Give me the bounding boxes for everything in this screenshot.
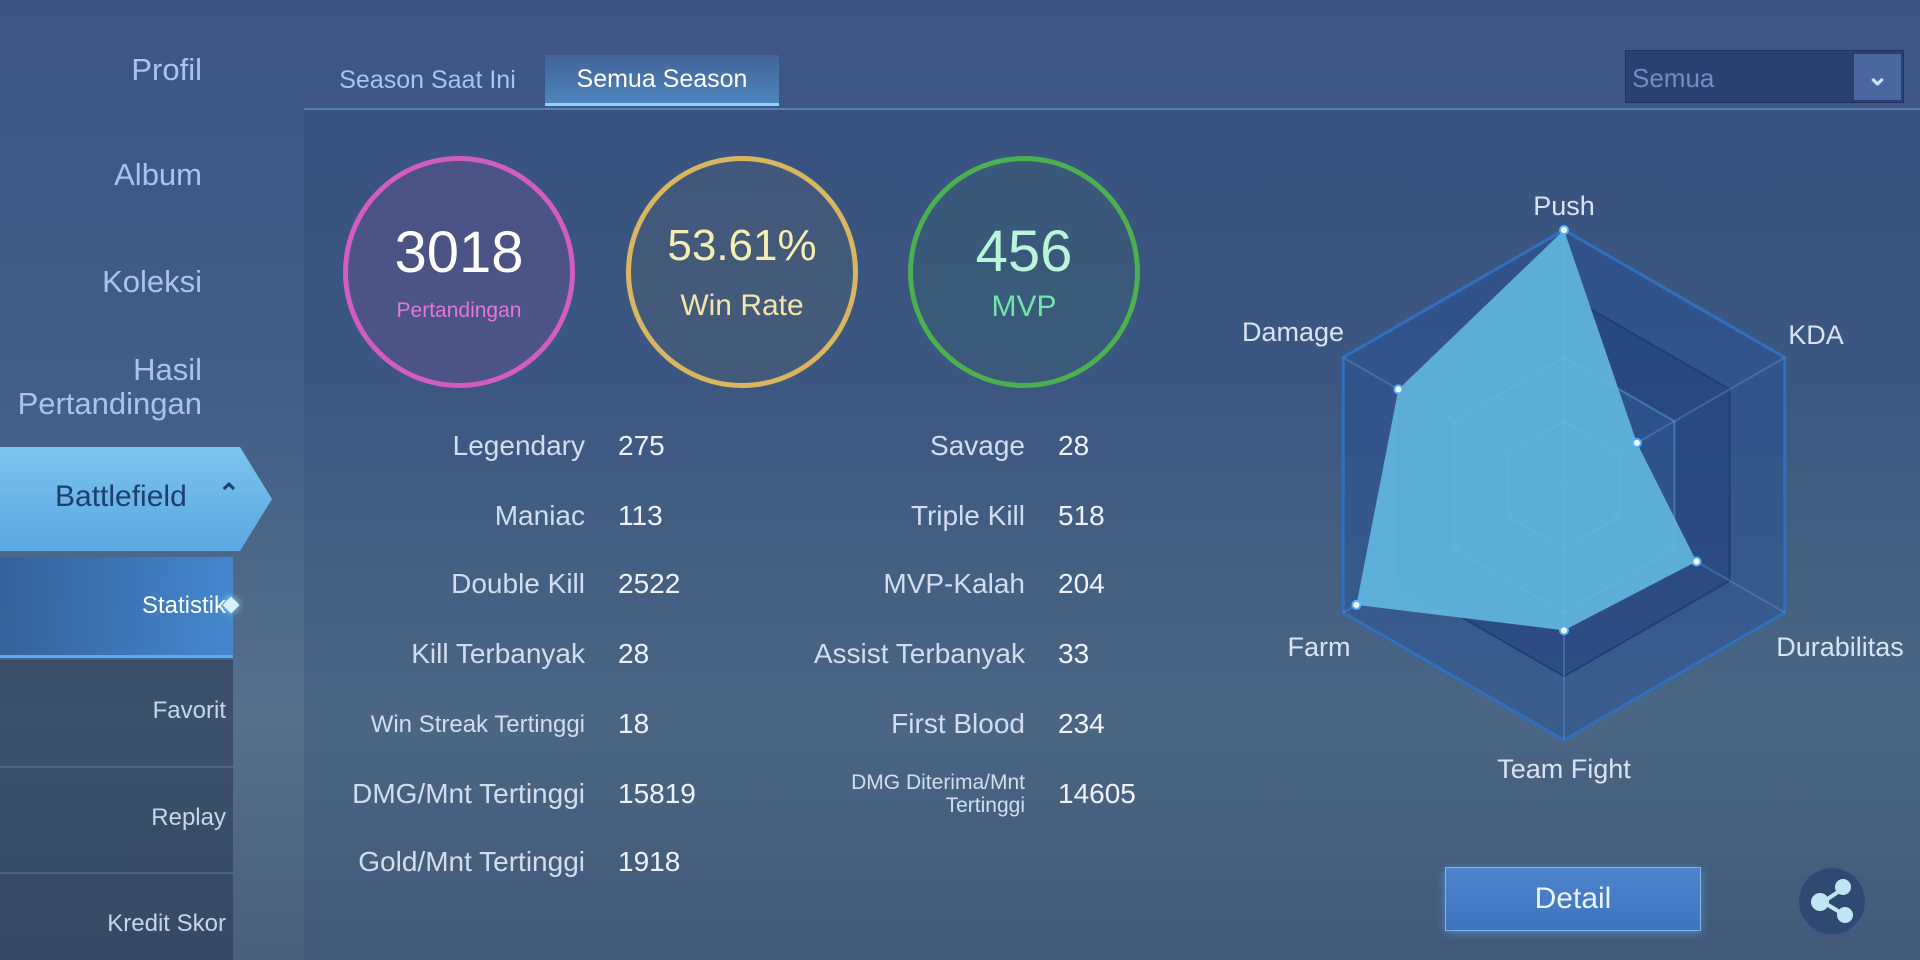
stat-value: 518 bbox=[1058, 500, 1105, 531]
radar-axis-label: Push bbox=[1533, 191, 1595, 221]
stat-value: 204 bbox=[1058, 568, 1105, 599]
chevron-up-icon: ⌃ bbox=[218, 478, 240, 508]
sub-item-kredit-skor[interactable]: Kredit Skor bbox=[107, 910, 226, 937]
sub-item-favorit[interactable]: Favorit bbox=[152, 697, 226, 724]
matches-circle: 3018 Pertandingan bbox=[343, 156, 575, 388]
mvp-circle: 456 MVP bbox=[908, 156, 1140, 388]
stat-label: DMG Diterima/Mnt Tertinggi bbox=[851, 771, 1025, 817]
matches-value: 3018 bbox=[394, 220, 524, 285]
stat-value: 14605 bbox=[1058, 778, 1136, 809]
stat-label: Savage bbox=[930, 430, 1025, 461]
stat-label: Double Kill bbox=[451, 568, 585, 599]
winrate-circle: 53.61% Win Rate bbox=[626, 156, 858, 388]
stat-value: 234 bbox=[1058, 708, 1105, 739]
stat-value: 33 bbox=[1058, 638, 1090, 669]
share-button[interactable] bbox=[1799, 868, 1865, 934]
sidebar-item-profil[interactable]: Profil bbox=[131, 52, 202, 87]
sub-item-selected-bg bbox=[0, 557, 233, 658]
stat-value: 15819 bbox=[618, 778, 696, 809]
stat-value: 28 bbox=[618, 638, 650, 669]
tab-semua-season[interactable]: Semua Season bbox=[545, 55, 779, 106]
stat-label: First Blood bbox=[891, 708, 1025, 739]
sidebar-item-hasil-pertandingan[interactable]: Hasil Pertandingan bbox=[17, 352, 202, 421]
radar-point bbox=[1559, 625, 1569, 636]
winrate-label: Win Rate bbox=[680, 289, 804, 322]
stat-value: 28 bbox=[1058, 430, 1090, 461]
winrate-value: 53.61% bbox=[667, 221, 817, 270]
matches-label: Pertandingan bbox=[396, 299, 522, 322]
radar-axis-label: Durabilitas bbox=[1776, 632, 1904, 662]
detail-button[interactable]: Detail bbox=[1445, 867, 1701, 931]
stat-value: 18 bbox=[618, 708, 650, 739]
stat-label: Maniac bbox=[494, 500, 585, 531]
stat-label: DMG/Mnt Tertinggi bbox=[352, 778, 585, 809]
mvp-label: MVP bbox=[991, 290, 1057, 323]
sidebar-item-battlefield[interactable] bbox=[0, 447, 272, 551]
radar-axis-label: KDA bbox=[1788, 320, 1844, 350]
mvp-value: 456 bbox=[975, 219, 1073, 284]
stat-label: Triple Kill bbox=[910, 500, 1025, 531]
stat-label: Gold/Mnt Tertinggi bbox=[358, 846, 585, 877]
sub-item-replay[interactable]: Replay bbox=[151, 804, 226, 831]
divider bbox=[0, 872, 233, 874]
stat-label: Win Streak Tertinggi bbox=[370, 711, 585, 738]
season-filter-dropdown[interactable]: Semua ⌄ bbox=[1625, 50, 1904, 103]
sidebar-item-album[interactable]: Album bbox=[114, 157, 202, 192]
stat-label: Kill Terbanyak bbox=[411, 638, 585, 669]
radar-point bbox=[1393, 384, 1404, 395]
battlefield-label: Battlefield bbox=[55, 480, 187, 513]
stat-label: Legendary bbox=[452, 430, 585, 461]
radar-point bbox=[1351, 599, 1362, 610]
stat-value: 113 bbox=[618, 500, 663, 531]
share-icon bbox=[1811, 879, 1853, 923]
stat-value: 2522 bbox=[618, 568, 681, 599]
radar-axis-label: Damage bbox=[1242, 317, 1344, 347]
sidebar-item-koleksi[interactable]: Koleksi bbox=[102, 264, 202, 299]
stat-label: Assist Terbanyak bbox=[813, 638, 1025, 669]
radar-axis-label: Farm bbox=[1288, 632, 1351, 662]
radar-area bbox=[1356, 230, 1697, 631]
radar-point bbox=[1691, 556, 1702, 567]
radar-point bbox=[1559, 225, 1569, 235]
sub-item-statistik[interactable]: Statistik bbox=[141, 592, 226, 619]
radar-axis-label: Team Fight bbox=[1497, 754, 1631, 784]
divider bbox=[0, 658, 233, 660]
tab-season-saat-ini[interactable]: Season Saat Ini bbox=[339, 66, 516, 94]
stat-label: MVP-Kalah bbox=[883, 568, 1025, 599]
stat-value: 1918 bbox=[618, 846, 681, 877]
radar-point bbox=[1631, 437, 1642, 448]
divider bbox=[0, 766, 233, 768]
filter-value: Semua bbox=[1632, 63, 1715, 93]
chevron-down-icon[interactable]: ⌄ bbox=[1854, 54, 1901, 100]
stat-value: 275 bbox=[618, 430, 665, 461]
